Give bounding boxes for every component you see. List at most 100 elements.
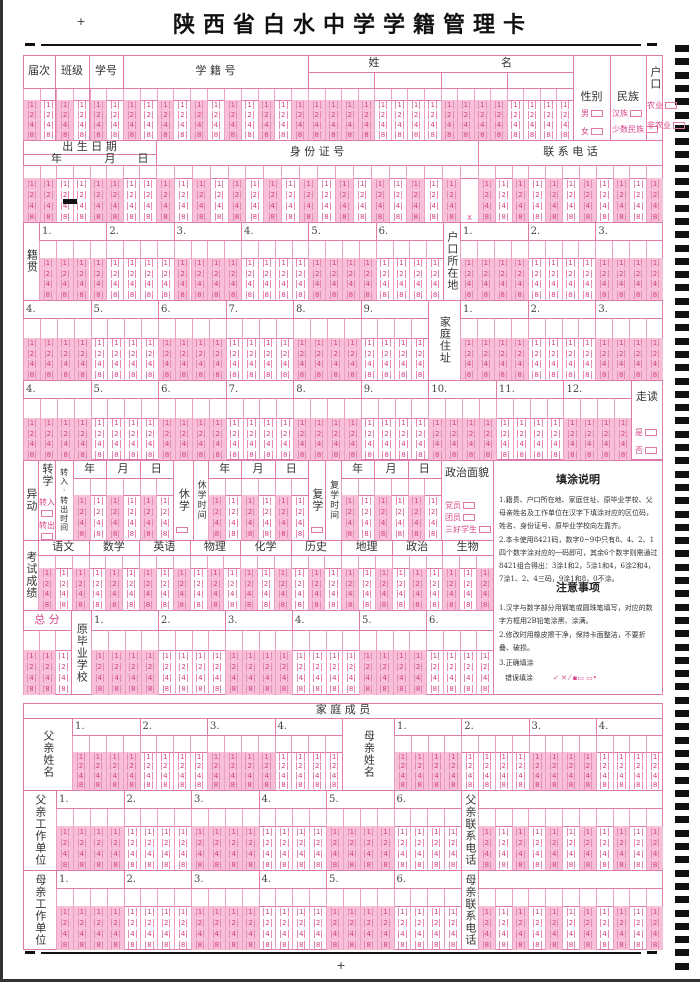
bubble-4[interactable]: 4 — [382, 360, 391, 369]
bubble-4[interactable]: 4 — [431, 929, 441, 938]
bubble-1[interactable]: 1 — [42, 569, 52, 578]
bubble-8[interactable]: 8 — [44, 370, 54, 379]
bubble-2[interactable]: 2 — [364, 838, 373, 847]
bubble-4[interactable]: 4 — [415, 849, 424, 858]
bubble-1[interactable]: 1 — [161, 752, 170, 761]
bubble-2[interactable]: 2 — [295, 111, 305, 119]
bubble-8[interactable]: 8 — [583, 212, 593, 221]
bubble-2[interactable]: 2 — [59, 662, 68, 671]
write-in-box[interactable] — [527, 318, 545, 338]
bubble-8[interactable]: 8 — [95, 370, 104, 379]
bubble-4[interactable]: 4 — [583, 201, 593, 210]
write-in-box[interactable] — [90, 398, 108, 418]
bubble-8[interactable]: 8 — [94, 530, 103, 539]
bubble-2[interactable]: 2 — [263, 918, 272, 927]
bubble-4[interactable]: 4 — [95, 674, 105, 683]
bubble-4[interactable]: 4 — [447, 201, 456, 210]
bubble-2[interactable]: 2 — [312, 579, 321, 588]
bubble-2[interactable]: 2 — [415, 838, 424, 847]
write-in-box[interactable] — [511, 165, 529, 178]
bubble-2[interactable]: 2 — [228, 111, 238, 119]
bubble-2[interactable]: 2 — [178, 838, 188, 847]
bubble-1[interactable]: 1 — [511, 101, 520, 109]
bubble-8[interactable]: 8 — [634, 781, 643, 790]
bubble-4[interactable]: 4 — [229, 929, 238, 938]
bubble-2[interactable]: 2 — [500, 429, 510, 438]
bubble-8[interactable]: 8 — [448, 860, 458, 869]
bubble-1[interactable]: 1 — [296, 259, 305, 268]
bubble-4[interactable]: 4 — [549, 849, 559, 858]
bubble-4[interactable]: 4 — [617, 201, 626, 210]
bubble-4[interactable]: 4 — [178, 280, 187, 289]
political-merit-student[interactable]: 三好学生 — [445, 524, 491, 534]
bubble-8[interactable]: 8 — [230, 450, 239, 459]
bubble-1[interactable]: 1 — [566, 179, 576, 188]
bubble-1[interactable]: 1 — [482, 907, 492, 916]
bubble-8[interactable]: 8 — [77, 530, 87, 539]
write-in-box[interactable] — [460, 240, 477, 258]
bubble-8[interactable]: 8 — [60, 131, 70, 139]
bubble-8[interactable]: 8 — [616, 370, 626, 379]
bubble-1[interactable]: 1 — [398, 827, 407, 836]
bubble-8[interactable]: 8 — [296, 860, 306, 869]
bubble-8[interactable]: 8 — [228, 131, 238, 139]
bubble-2[interactable]: 2 — [111, 838, 120, 847]
bubble-1[interactable]: 1 — [196, 419, 206, 428]
bubble-8[interactable]: 8 — [127, 131, 137, 139]
bubble-8[interactable]: 8 — [78, 450, 87, 459]
write-in-box[interactable] — [528, 888, 545, 906]
write-in-box[interactable] — [394, 318, 411, 338]
write-in-box[interactable] — [410, 735, 428, 752]
bubble-2[interactable]: 2 — [94, 111, 103, 119]
bubble-2[interactable]: 2 — [348, 349, 357, 358]
bubble-2[interactable]: 2 — [128, 349, 138, 358]
write-in-box[interactable] — [107, 318, 124, 338]
bubble-1[interactable]: 1 — [345, 496, 355, 505]
bubble-8[interactable]: 8 — [650, 860, 660, 869]
write-in-box[interactable] — [158, 398, 175, 418]
write-in-box[interactable] — [225, 318, 243, 338]
bubble-2[interactable]: 2 — [365, 429, 374, 438]
bubble-8[interactable]: 8 — [263, 860, 272, 869]
write-in-box[interactable] — [258, 478, 275, 495]
bubble-8[interactable]: 8 — [464, 370, 474, 379]
bubble-8[interactable]: 8 — [430, 290, 440, 299]
bubble-8[interactable]: 8 — [27, 370, 37, 379]
bubble-8[interactable]: 8 — [466, 450, 476, 459]
bubble-2[interactable]: 2 — [480, 662, 490, 671]
bubble-2[interactable]: 2 — [544, 111, 553, 119]
bubble-2[interactable]: 2 — [433, 429, 442, 438]
bubble-2[interactable]: 2 — [230, 349, 239, 358]
bubble-2[interactable]: 2 — [601, 429, 611, 438]
write-in-box[interactable] — [476, 555, 493, 568]
bubble-1[interactable]: 1 — [262, 101, 271, 109]
bubble-2[interactable]: 2 — [212, 269, 221, 278]
write-in-box[interactable] — [612, 165, 630, 178]
write-in-box[interactable] — [223, 555, 240, 568]
bubble-4[interactable]: 4 — [127, 121, 137, 129]
bubble-1[interactable]: 1 — [196, 179, 206, 188]
bubble-8[interactable]: 8 — [279, 685, 289, 694]
bubble-1[interactable]: 1 — [263, 907, 272, 916]
bubble-1[interactable]: 1 — [395, 496, 405, 505]
bubble-1[interactable]: 1 — [414, 259, 423, 268]
bubble-8[interactable]: 8 — [465, 781, 475, 790]
bubble-1[interactable]: 1 — [214, 179, 224, 188]
bubble-4[interactable]: 4 — [533, 201, 542, 210]
bubble-1[interactable]: 1 — [398, 907, 407, 916]
write-in-box[interactable] — [309, 318, 327, 338]
write-in-box[interactable] — [106, 478, 123, 495]
bubble-4[interactable]: 4 — [533, 929, 542, 938]
bubble-4[interactable]: 4 — [59, 590, 68, 599]
bubble-1[interactable]: 1 — [77, 179, 86, 188]
bubble-4[interactable]: 4 — [196, 440, 206, 449]
bubble-8[interactable]: 8 — [566, 860, 576, 869]
bubble-1[interactable]: 1 — [229, 907, 238, 916]
write-in-box[interactable] — [291, 735, 308, 752]
bubble-8[interactable]: 8 — [329, 600, 338, 609]
write-in-box[interactable] — [528, 735, 546, 752]
bubble-1[interactable]: 1 — [330, 907, 340, 916]
bubble-8[interactable]: 8 — [110, 212, 120, 221]
bubble-1[interactable]: 1 — [27, 179, 37, 188]
bubble-1[interactable]: 1 — [144, 259, 154, 268]
